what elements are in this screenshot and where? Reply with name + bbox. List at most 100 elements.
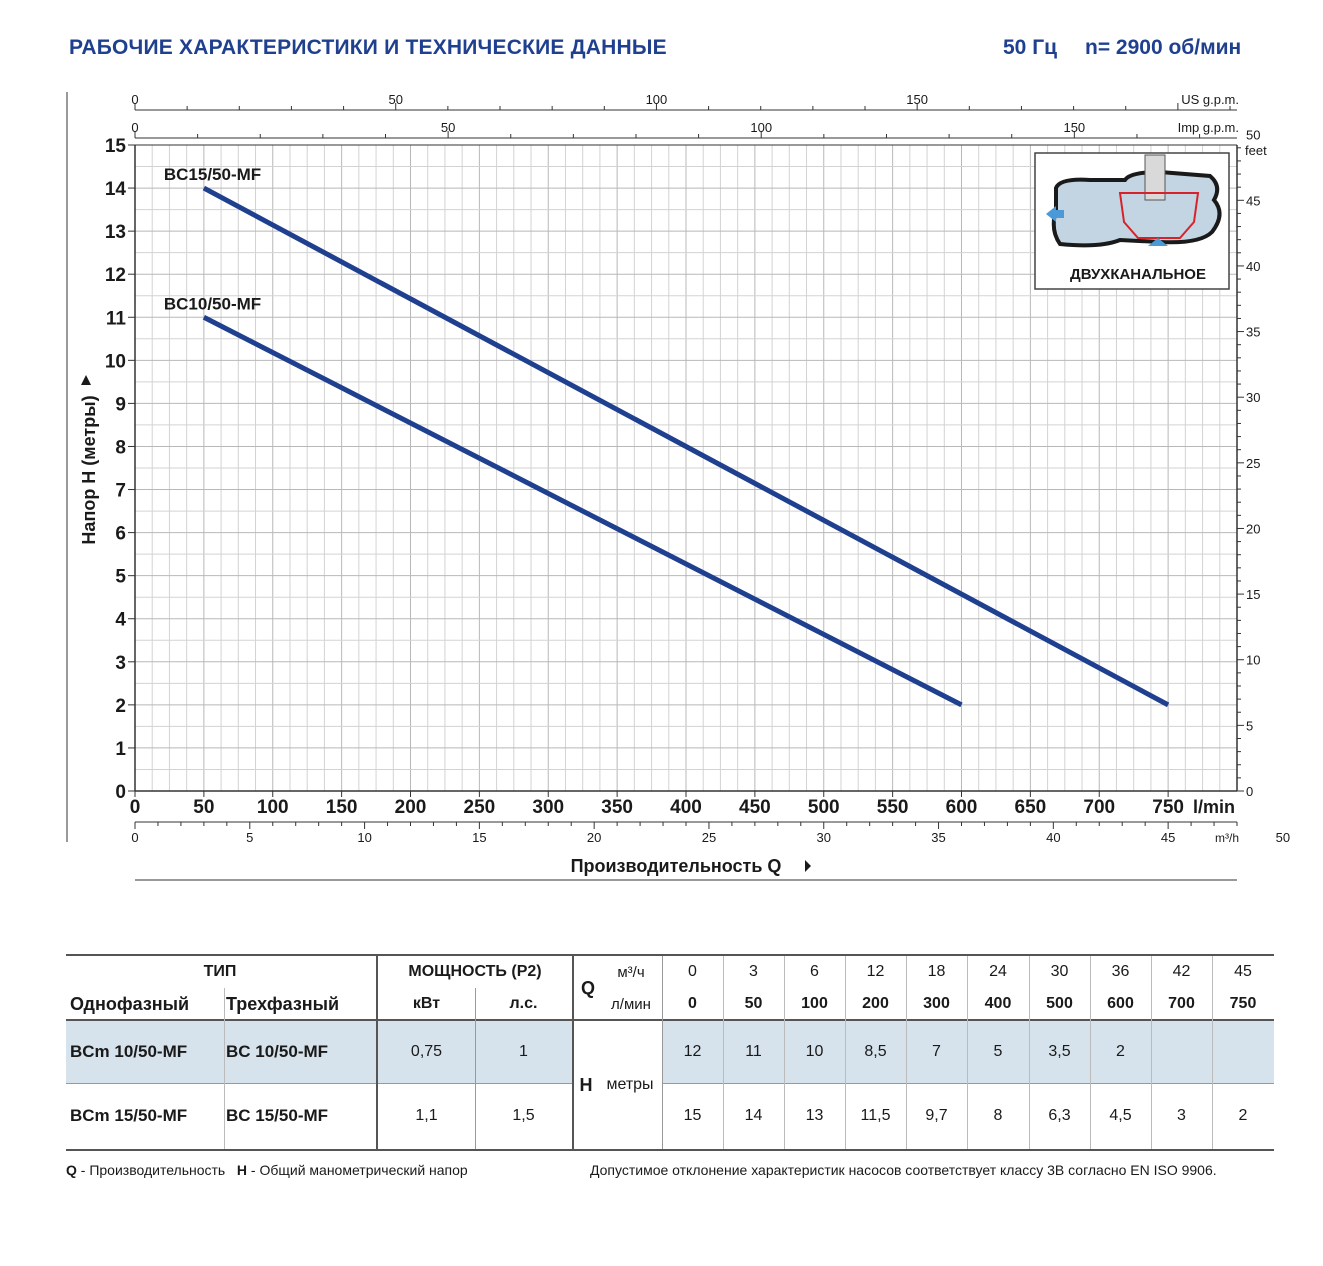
- h-unit: метры: [606, 1076, 654, 1093]
- row-h-value: 3,5: [1048, 1043, 1071, 1060]
- row-hp: 1,5: [512, 1107, 535, 1124]
- feet-tick-label: 50: [1246, 128, 1260, 143]
- footer-h-key: H: [236, 1162, 248, 1178]
- m3h-value: 36: [1111, 963, 1130, 980]
- lmin-value: 50: [744, 995, 763, 1012]
- lmin-unit-header: л/мин: [611, 995, 651, 1013]
- m3h-value: 0: [688, 963, 697, 980]
- feet-tick-label: 45: [1246, 193, 1260, 208]
- impgpm-tick-label: 100: [750, 120, 772, 135]
- row-h-value: 8: [993, 1107, 1003, 1124]
- series-label: BC15/50-MF: [164, 165, 261, 184]
- inlet-arrow-icon: [1148, 238, 1168, 246]
- row-h-value: 3: [1177, 1107, 1186, 1124]
- footer-q-key: Q: [66, 1162, 77, 1178]
- h-label: H: [579, 1074, 593, 1095]
- table-col-rule: [906, 956, 907, 1149]
- lmin-value: 750: [1229, 995, 1257, 1012]
- table-col-rule: [572, 956, 574, 1149]
- m3h-tick-label: 40: [1046, 830, 1060, 845]
- lmin-value: 0: [688, 995, 697, 1012]
- hp-header: л.с.: [509, 995, 538, 1012]
- row-h-value: 10: [805, 1043, 824, 1060]
- lmin-value: 300: [923, 995, 950, 1012]
- m3h-tick-label: 5: [246, 830, 253, 845]
- y-tick-label: 8: [115, 437, 126, 458]
- page-title: РАБОЧИЕ ХАРАКТЕРИСТИКИ И ТЕХНИЧЕСКИЕ ДАН…: [69, 36, 667, 59]
- impgpm-unit-label: Imp g.p.m.: [1178, 120, 1239, 135]
- x-tick-label: 450: [739, 797, 771, 818]
- x-axis-label: Производительность Q: [571, 856, 782, 876]
- y-tick-label: 1: [115, 739, 126, 760]
- table-col-rule: [224, 988, 225, 1149]
- feet-tick-label: 35: [1246, 325, 1260, 340]
- x-tick-label: 100: [257, 797, 289, 818]
- y-tick-label: 13: [105, 222, 126, 243]
- x-unit-label: l/min: [1193, 797, 1235, 817]
- row-bg-values-1: [662, 1021, 1274, 1083]
- outlet-arrow-stem: [1056, 210, 1064, 218]
- x-tick-label: 700: [1083, 797, 1115, 818]
- outlet-arrow-icon: [1046, 206, 1056, 222]
- x-tick-label: 50: [193, 797, 214, 818]
- impgpm-tick-label: 0: [131, 120, 138, 135]
- y-tick-label: 5: [115, 567, 126, 588]
- x-tick-label: 400: [670, 797, 702, 818]
- y-tick-label: 11: [106, 308, 127, 329]
- m3h-unit-label: m³/h: [1215, 831, 1239, 845]
- row-h-value: 2: [1238, 1107, 1248, 1124]
- inset-label: ДВУХКАНАЛЬНОЕ: [1070, 266, 1206, 283]
- row-h-value: 11,5: [860, 1107, 891, 1124]
- usgpm-tick-label: 50: [388, 92, 402, 107]
- usgpm-tick-label: 100: [646, 92, 668, 107]
- row-h-value: 7: [932, 1043, 941, 1060]
- impgpm-tick-label: 150: [1063, 120, 1085, 135]
- single-phase-header: Однофазный: [70, 993, 190, 1014]
- feet-unit-label: feet: [1245, 143, 1267, 158]
- speed-label: n= 2900 об/мин: [1085, 36, 1242, 59]
- table-top-rule: [66, 954, 1274, 956]
- y-tick-label: 6: [115, 524, 126, 545]
- row-single-phase: BCm 10/50-MF: [70, 1042, 188, 1061]
- table-col-rule: [723, 956, 724, 1149]
- type-header: ТИП: [203, 963, 237, 980]
- table-col-rule: [1090, 956, 1091, 1149]
- table-col-rule: [1151, 956, 1152, 1149]
- x-axis-arrow-icon: [805, 860, 811, 872]
- feet-tick-label: 0: [1246, 784, 1253, 799]
- y-tick-label: 14: [105, 179, 127, 200]
- y-tick-label: 10: [105, 351, 126, 372]
- series-label: BC10/50-MF: [164, 294, 261, 313]
- m3h-value: 6: [810, 963, 819, 980]
- x-tick-label: 200: [395, 797, 427, 818]
- m3h-tick-label: 10: [357, 830, 371, 845]
- m3h-tick-label: 35: [931, 830, 945, 845]
- m3h-tick-label: 0: [131, 830, 138, 845]
- usgpm-tick-label: 0: [131, 92, 138, 107]
- x-tick-label: 0: [130, 797, 141, 818]
- y-tick-label: 2: [115, 696, 126, 717]
- table-col-rule: [784, 956, 785, 1149]
- row-three-phase: BC 10/50-MF: [226, 1042, 329, 1061]
- feet-tick-label: 5: [1246, 718, 1253, 733]
- y-axis-arrow-icon: [81, 375, 91, 385]
- y-tick-label: 12: [105, 265, 126, 286]
- x-tick-label: 500: [808, 797, 840, 818]
- series-line-bc15-50-mf: [202, 185, 1170, 708]
- row-h-value: 5: [993, 1043, 1003, 1060]
- feet-tick-label: 40: [1246, 259, 1260, 274]
- row-h-value: 4,5: [1109, 1107, 1132, 1124]
- y-tick-label: 15: [105, 136, 127, 157]
- feet-tick-label: 30: [1246, 390, 1260, 405]
- lmin-value: 100: [801, 995, 828, 1012]
- m3h-value: 45: [1234, 963, 1252, 980]
- table-col-rule: [845, 956, 846, 1149]
- y-tick-label: 3: [115, 653, 126, 674]
- table-col-rule: [376, 956, 378, 1149]
- m3h-value: 30: [1050, 963, 1069, 980]
- m3h-tick-label: 20: [587, 830, 601, 845]
- m3h-value: 3: [749, 963, 758, 980]
- y-tick-label: 7: [115, 481, 126, 502]
- power-header: МОЩНОСТЬ (P2): [408, 963, 542, 980]
- x-tick-label: 550: [877, 797, 909, 818]
